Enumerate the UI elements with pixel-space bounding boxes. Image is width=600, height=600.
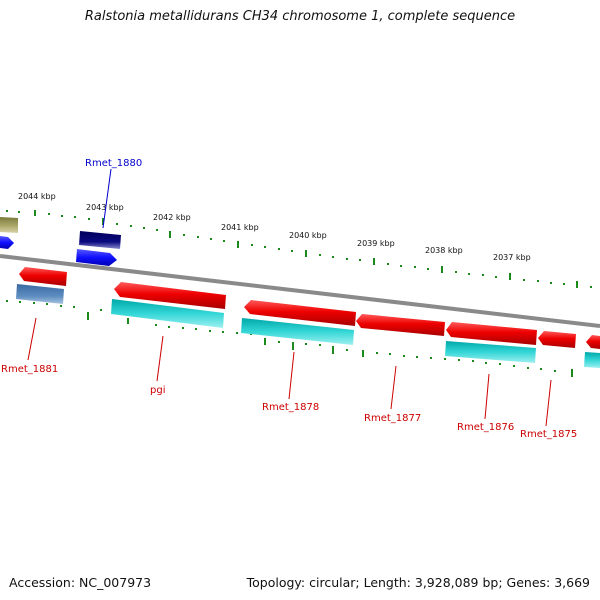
gene-feature[interactable] (0, 217, 18, 233)
kbp-label: 2041 kbp (221, 223, 259, 232)
gene-feature-rmet-1877[interactable] (356, 314, 445, 336)
gene-feature[interactable] (586, 335, 600, 349)
gene-label[interactable]: Rmet_1878 (262, 402, 319, 413)
kbp-labels: 2044 kbp 2043 kbp 2042 kbp 2041 kbp 2040… (18, 192, 531, 262)
gene-label[interactable]: Rmet_1881 (1, 364, 58, 375)
gene-label[interactable]: pgi (150, 385, 165, 396)
gene-feature[interactable] (76, 249, 117, 266)
kbp-label: 2037 kbp (493, 253, 531, 262)
gene-feature[interactable] (241, 318, 354, 345)
kbp-label: 2039 kbp (357, 239, 395, 248)
gene-label[interactable]: Rmet_1875 (520, 429, 577, 440)
accession-label: Accession: NC_007973 (9, 575, 152, 590)
gene-feature-rmet-1876[interactable] (446, 322, 537, 345)
gene-feature-pgi[interactable] (114, 282, 226, 309)
kbp-label: 2040 kbp (289, 231, 327, 240)
outer-tick-row (6, 210, 592, 288)
gene-feature[interactable] (16, 284, 64, 304)
gene-labels: Rmet_1880 Rmet_1881 pgi Rmet_1878 Rmet_1… (1, 158, 577, 440)
kbp-label: 2044 kbp (18, 192, 56, 201)
gene-label[interactable]: Rmet_1877 (364, 413, 421, 424)
gene-feature[interactable] (584, 352, 600, 368)
kbp-label: 2042 kbp (153, 213, 191, 222)
gene-label[interactable]: Rmet_1876 (457, 422, 514, 433)
label-leaders (27, 168, 552, 427)
inner-tick-row (6, 300, 573, 377)
gene-feature-rmet-1880[interactable] (79, 231, 121, 249)
kbp-label: 2043 kbp (86, 203, 124, 212)
gene-label[interactable]: Rmet_1880 (85, 158, 142, 169)
kbp-label: 2038 kbp (425, 246, 463, 255)
map-title: Ralstonia metallidurans CH34 chromosome … (84, 9, 516, 24)
chromosome-backbone (0, 254, 600, 328)
gene-feature-rmet-1881[interactable] (19, 267, 67, 286)
topology-label: Topology: circular; Length: 3,928,089 bp… (246, 575, 590, 590)
gene-feature[interactable] (0, 236, 14, 249)
reverse-strand-genes (16, 267, 600, 368)
gene-feature[interactable] (445, 341, 536, 363)
gene-feature-rmet-1878[interactable] (244, 300, 356, 326)
forward-strand-genes (0, 217, 121, 266)
gene-feature-rmet-1875[interactable] (538, 331, 576, 348)
gene-feature[interactable] (111, 299, 224, 328)
